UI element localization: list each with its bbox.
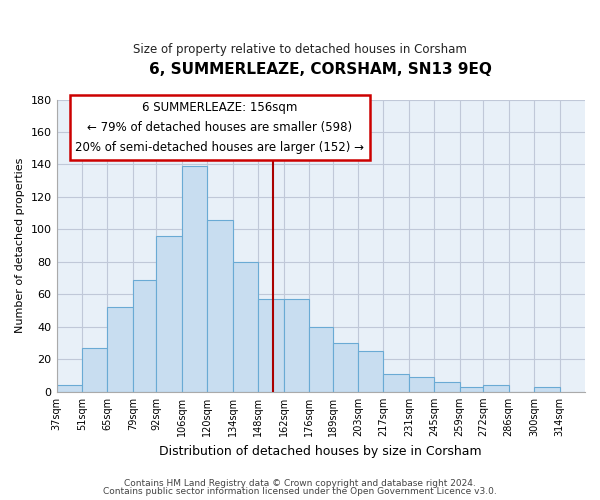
Bar — [107, 308, 133, 392]
Bar — [233, 262, 258, 392]
Y-axis label: Number of detached properties: Number of detached properties — [15, 158, 25, 334]
Bar — [207, 220, 233, 392]
Text: Contains HM Land Registry data © Crown copyright and database right 2024.: Contains HM Land Registry data © Crown c… — [124, 478, 476, 488]
Text: 6 SUMMERLEAZE: 156sqm
← 79% of detached houses are smaller (598)
20% of semi-det: 6 SUMMERLEAZE: 156sqm ← 79% of detached … — [76, 101, 364, 154]
Bar — [284, 299, 309, 392]
Bar — [434, 382, 460, 392]
Bar — [56, 386, 82, 392]
Text: Contains public sector information licensed under the Open Government Licence v3: Contains public sector information licen… — [103, 487, 497, 496]
Bar — [332, 343, 358, 392]
Bar — [258, 299, 284, 392]
Bar — [157, 236, 182, 392]
Bar — [383, 374, 409, 392]
Text: Size of property relative to detached houses in Corsham: Size of property relative to detached ho… — [133, 42, 467, 56]
Bar — [534, 387, 560, 392]
X-axis label: Distribution of detached houses by size in Corsham: Distribution of detached houses by size … — [160, 444, 482, 458]
Bar — [133, 280, 157, 392]
Bar — [409, 377, 434, 392]
Bar — [358, 351, 383, 392]
Bar — [484, 386, 509, 392]
Title: 6, SUMMERLEAZE, CORSHAM, SN13 9EQ: 6, SUMMERLEAZE, CORSHAM, SN13 9EQ — [149, 62, 492, 78]
Bar — [82, 348, 107, 392]
Bar — [460, 387, 484, 392]
Bar — [309, 327, 332, 392]
Bar — [182, 166, 207, 392]
